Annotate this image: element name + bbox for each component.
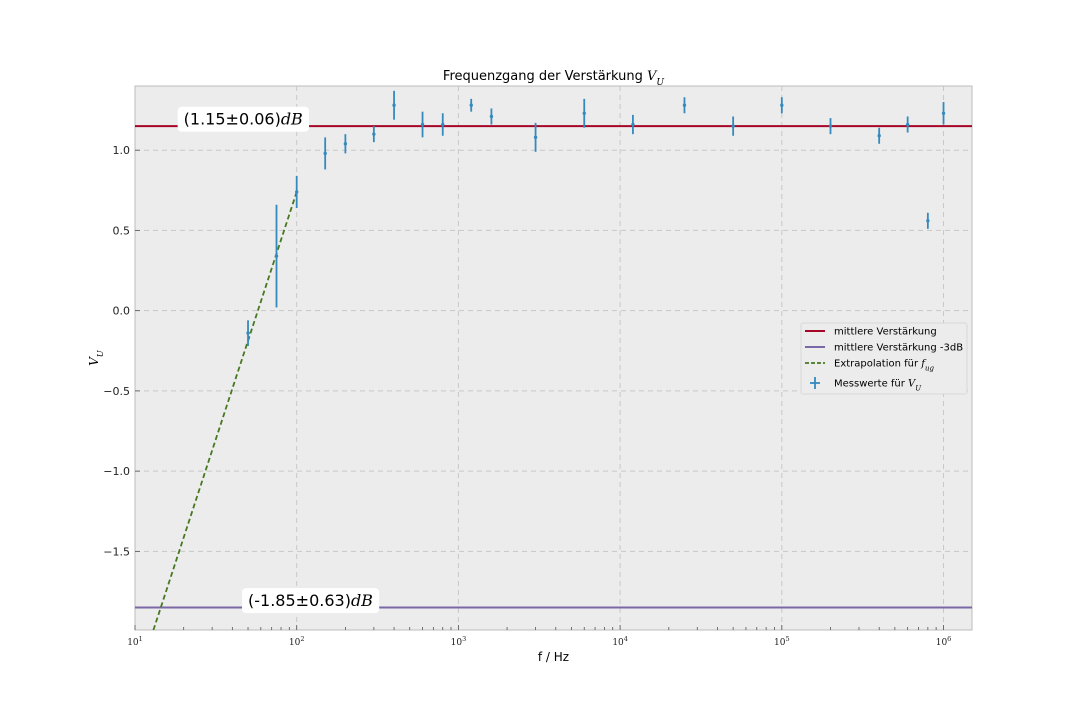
- x-tick-label: 106: [936, 635, 952, 648]
- x-tick-label: 101: [127, 635, 143, 648]
- y-tick-label: −1.5: [103, 545, 130, 558]
- marker: [246, 331, 250, 335]
- marker: [274, 254, 279, 258]
- data-point: [941, 102, 946, 125]
- annotation: (1.15±0.06)dB: [177, 106, 310, 132]
- data-point: [877, 127, 881, 144]
- marker: [372, 132, 376, 136]
- x-tick-label: 104: [612, 635, 628, 648]
- data-point: [372, 126, 376, 143]
- marker: [533, 135, 538, 140]
- data-point: [420, 111, 425, 138]
- data-point: [489, 108, 494, 125]
- data-point: [926, 212, 930, 229]
- legend-label: mittlere Verstärkung: [834, 327, 937, 338]
- y-axis-label: VU: [87, 349, 105, 366]
- chart-title: Frequenzgang der Verstärkung VU: [443, 69, 665, 88]
- data-point: [392, 90, 396, 120]
- data-point: [828, 118, 833, 135]
- data-point: [469, 98, 473, 112]
- legend-item: mittlere Verstärkung: [805, 327, 937, 338]
- legend-box: [800, 322, 968, 395]
- marker: [780, 103, 784, 107]
- data-point: [582, 98, 586, 128]
- marker: [631, 122, 635, 127]
- data-point: [323, 137, 327, 170]
- annotation: (-1.85±0.63)dB: [242, 588, 380, 614]
- legend-item: Extrapolation für fug: [805, 359, 934, 373]
- marker: [469, 103, 473, 107]
- data-point: [343, 134, 348, 154]
- y-tick-label: 0.5: [113, 224, 131, 237]
- y-axis: 1.0 0.5 0.0 −0.5 −1.0 −1.5: [103, 144, 140, 558]
- x-axis-label: f / Hz: [538, 650, 569, 664]
- y-tick-label: 0.0: [113, 305, 131, 318]
- y-tick-label: 1.0: [113, 144, 131, 157]
- marker: [392, 103, 396, 107]
- data-point: [246, 320, 250, 346]
- legend-label: Extrapolation für fug: [834, 359, 934, 373]
- annotation-box: [177, 106, 310, 132]
- marker: [926, 219, 930, 223]
- legend-item: Messwerte für VU: [810, 377, 922, 393]
- data-point: [441, 113, 445, 136]
- annotation-text: (-1.85±0.63)dB: [248, 591, 373, 610]
- marker: [828, 124, 833, 128]
- marker: [731, 124, 735, 128]
- marker: [682, 103, 687, 107]
- data-point: [295, 175, 299, 208]
- data-point: [731, 116, 735, 136]
- data-point: [274, 204, 279, 308]
- legend-label: mittlere Verstärkung -3dB: [834, 343, 963, 354]
- data-point: [780, 97, 784, 114]
- marker: [877, 134, 881, 138]
- y-tick-label: −1.0: [103, 465, 130, 478]
- x-tick-label: 103: [451, 635, 467, 648]
- x-tick-label: 102: [289, 635, 305, 648]
- marker: [905, 122, 910, 127]
- data-point: [631, 114, 635, 135]
- legend-item: mittlere Verstärkung -3dB: [805, 343, 963, 354]
- marker: [441, 122, 445, 127]
- extrapolation-line: [152, 191, 298, 630]
- legend-label: Messwerte für VU: [834, 379, 922, 393]
- data-point: [682, 97, 687, 114]
- marker: [343, 142, 348, 146]
- marker: [582, 111, 586, 115]
- marker: [323, 151, 327, 156]
- annotation-box: [242, 588, 380, 614]
- data-point: [533, 122, 538, 152]
- legend: mittlere Verstärkung mittlere Verstärkung…: [800, 322, 968, 395]
- marker: [489, 114, 494, 119]
- annotation-text: (1.15±0.06)dB: [184, 110, 303, 129]
- y-tick-label: −0.5: [103, 385, 130, 398]
- marker: [420, 122, 425, 127]
- data-layer: [135, 90, 972, 630]
- marker: [941, 111, 946, 115]
- x-tick-label: 105: [774, 635, 790, 648]
- data-point: [905, 116, 910, 133]
- marker: [295, 190, 299, 194]
